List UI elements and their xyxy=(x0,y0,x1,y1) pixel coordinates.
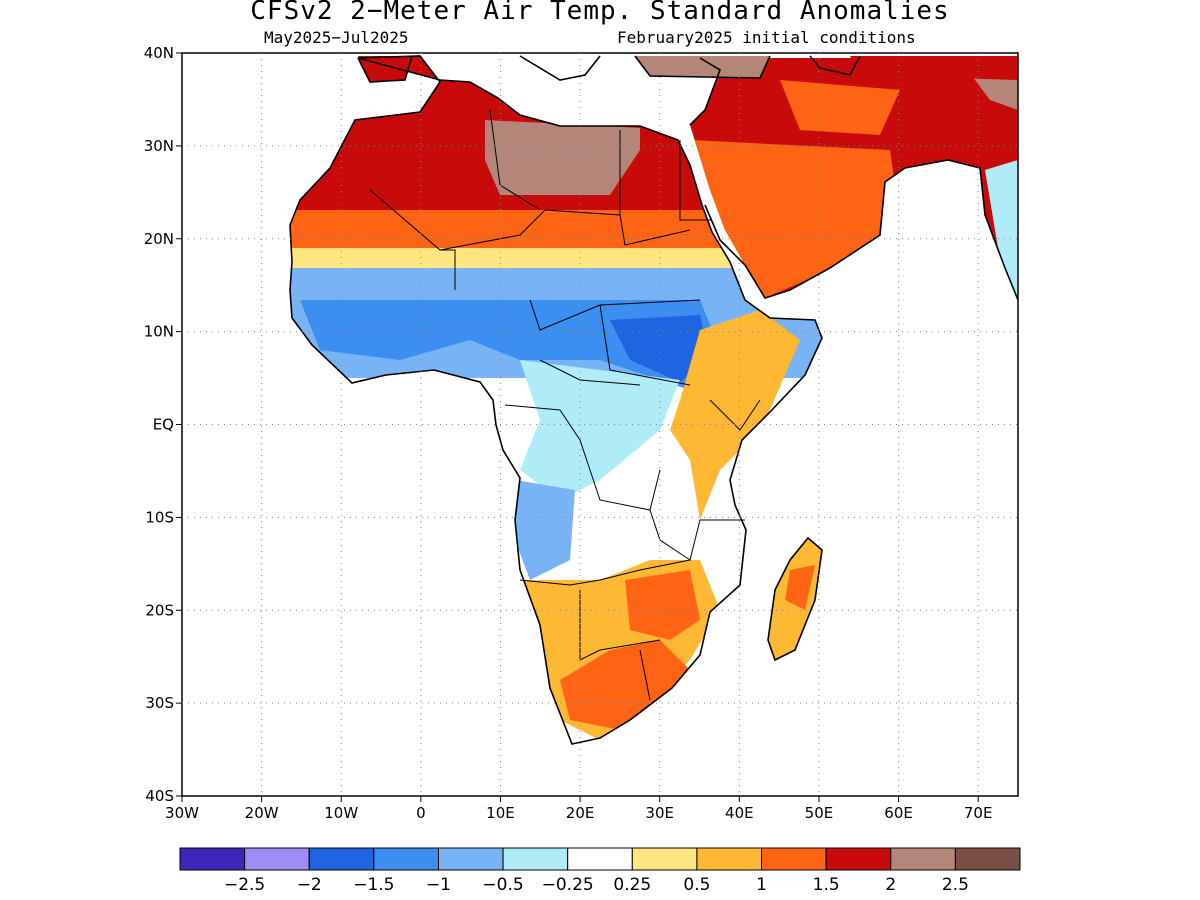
lon-tick-label: 70E xyxy=(964,804,993,822)
colorbar-swatch xyxy=(631,847,698,871)
colorbar-swatch xyxy=(761,847,827,871)
colorbar-label: −0.25 xyxy=(542,875,594,895)
colorbar-swatch xyxy=(179,847,246,871)
colorbar-swatch xyxy=(502,847,569,871)
graticule xyxy=(182,53,1018,796)
colorbar-swatch xyxy=(437,847,504,871)
lon-tick-label: 0 xyxy=(416,804,426,822)
colorbar: −2.5 −2 −1.5 −1 −0.5 −0.25 0.25 0.5 1 1.5 2 2.5 xyxy=(179,847,1021,895)
colorbar-label: −1.5 xyxy=(353,875,394,895)
forecast-period: May2025−Jul2025 xyxy=(264,28,409,47)
colorbar-swatch xyxy=(696,847,763,871)
colorbar-label: 0.25 xyxy=(613,875,651,895)
lat-tick-label: 40N xyxy=(144,44,174,62)
lat-tick-label: 30S xyxy=(145,694,174,712)
lon-tick-label: 40E xyxy=(725,804,754,822)
colorbar-label: −1 xyxy=(426,875,451,895)
colorbar-label: −2.5 xyxy=(224,875,265,895)
colorbar-swatch xyxy=(825,847,892,871)
lat-tick-label: 10N xyxy=(144,323,174,341)
initial-conditions: February2025 initial conditions xyxy=(617,28,916,47)
colorbar-swatch xyxy=(890,847,956,871)
colorbar-label: 0.5 xyxy=(683,875,710,895)
lat-tick-label: 20S xyxy=(145,601,174,619)
colorbar-label: 1 xyxy=(756,875,767,895)
lon-tick-label: 10E xyxy=(486,804,515,822)
colorbar-swatch xyxy=(308,847,375,871)
lat-tick-label: 20N xyxy=(144,230,174,248)
coastlines xyxy=(289,55,1019,745)
colorbar-swatch xyxy=(244,847,310,871)
colorbar-label: −0.5 xyxy=(482,875,523,895)
lon-tick-label: 20E xyxy=(566,804,595,822)
lat-tick-label: 40S xyxy=(145,787,174,805)
lon-tick-label: 20W xyxy=(245,804,279,822)
lon-tick-label: 30W xyxy=(165,804,199,822)
colorbar-label: 1.5 xyxy=(813,875,840,895)
lon-tick-label: 50E xyxy=(805,804,834,822)
country-borders xyxy=(369,109,761,701)
lon-tick-label: 60E xyxy=(884,804,913,822)
colorbar-label: 2.5 xyxy=(942,875,969,895)
colorbar-swatch xyxy=(567,847,633,871)
colorbar-swatch xyxy=(954,847,1021,871)
colorbar-swatch xyxy=(373,847,439,871)
colorbar-label: 2 xyxy=(885,875,896,895)
madagascar-anomaly-field xyxy=(768,538,822,660)
colorbar-label: −2 xyxy=(297,875,322,895)
europe-anomaly-field xyxy=(358,56,1018,82)
lat-tick-label: 30N xyxy=(144,137,174,155)
lon-tick-label: 10W xyxy=(324,804,358,822)
map-title: CFSv2 2−Meter Air Temp. Standard Anomali… xyxy=(250,0,950,26)
lon-tick-label: 30E xyxy=(645,804,674,822)
lat-tick-label: EQ xyxy=(153,416,174,434)
lat-tick-label: 10S xyxy=(145,508,174,526)
